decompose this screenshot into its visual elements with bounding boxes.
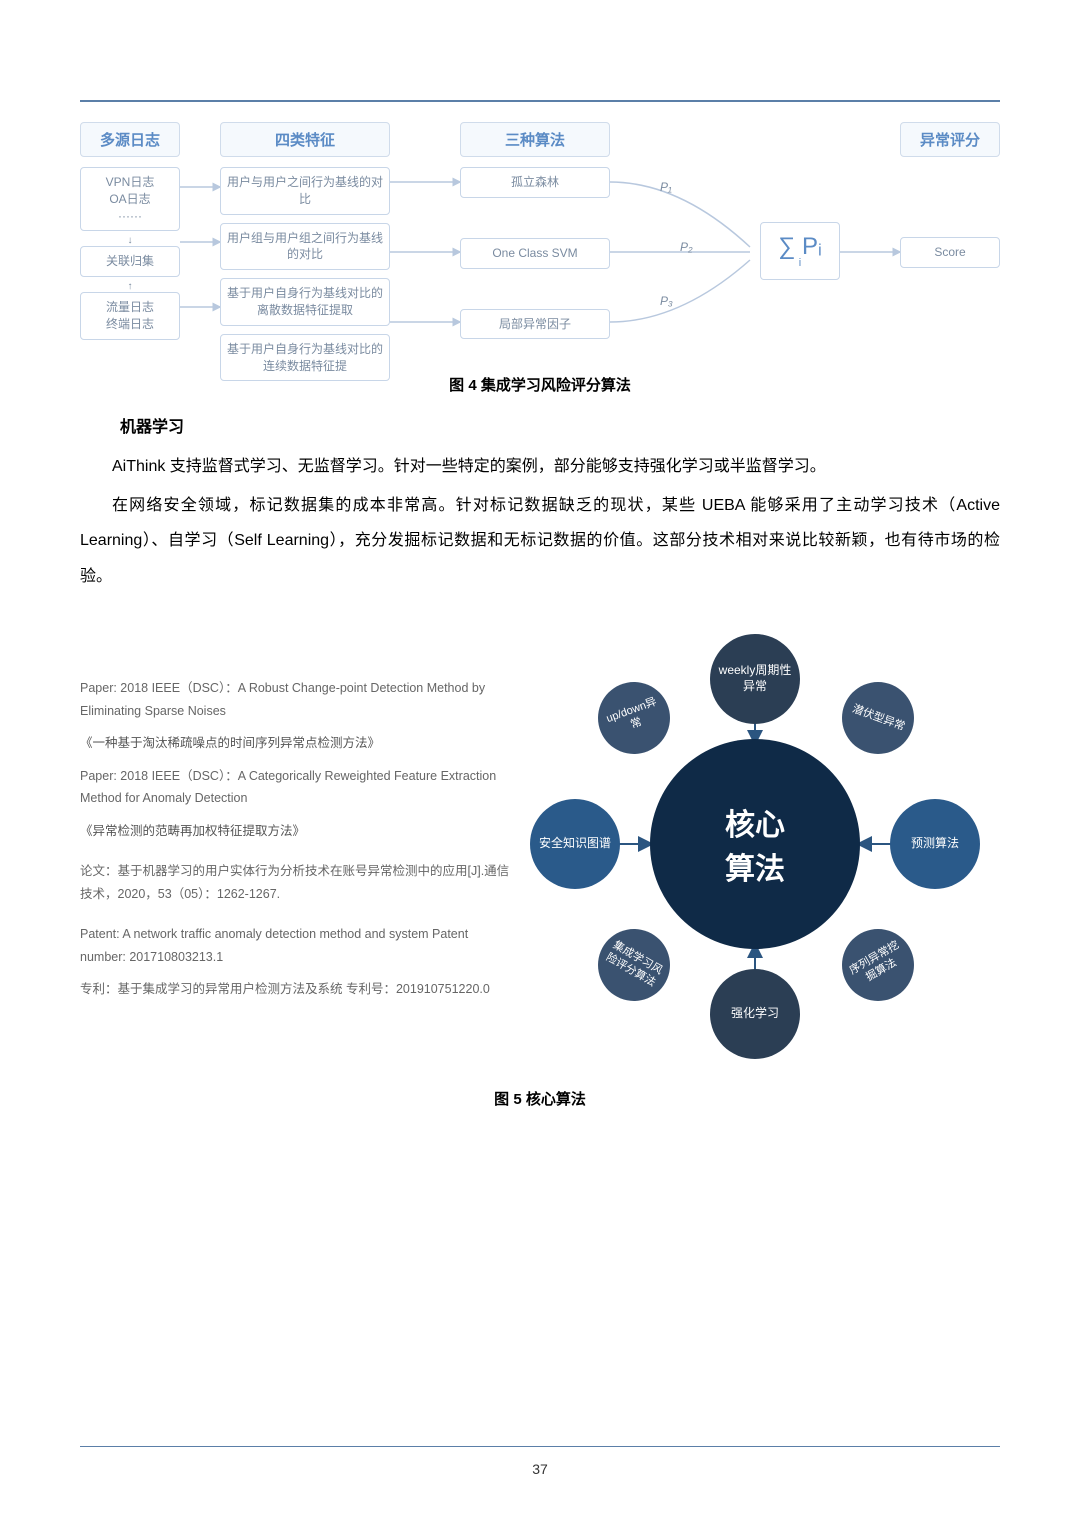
text: 终端日志 [85, 316, 175, 333]
figure5-citations: Paper: 2018 IEEE（DSC）：A Robust Change-po… [80, 677, 510, 1011]
citation: 专利：基于集成学习的异常用户检测方法及系统 专利号：201910751220.0 [80, 978, 510, 1001]
figure4-caption: 图 4 集成学习风险评分算法 [80, 374, 1000, 395]
col-header: 异常评分 [900, 122, 1000, 157]
col-header: 三种算法 [460, 122, 610, 157]
column-sources: 多源日志 VPN日志 OA日志 ······ ↓ 关联归集 ↑ 流量日志 终端日… [80, 122, 180, 348]
text: ······ [85, 208, 175, 225]
col-header: 多源日志 [80, 122, 180, 157]
satellite-top: weekly周期性异常 [710, 634, 800, 724]
page-number: 37 [0, 1461, 1080, 1477]
subheading-ml: 机器学习 [120, 413, 1000, 437]
paragraph: AiThink 支持监督式学习、无监督学习。针对一些特定的案例，部分能够支持强化… [80, 449, 1000, 484]
citation: 《一种基于淘汰稀疏噪点的时间序列异常点检测方法》 [80, 732, 510, 755]
text: 流量日志 [85, 299, 175, 316]
feature-box: 基于用户自身行为基线对比的连续数据特征提 [220, 334, 390, 382]
feature-box: 用户组与用户组之间行为基线的对比 [220, 223, 390, 271]
arrow-down-icon: ↓ [80, 235, 180, 246]
center-text: 算法 [725, 844, 785, 888]
satellite-tr: 潜伏型异常 [842, 682, 914, 754]
citation: Paper: 2018 IEEE（DSC）：A Categorically Re… [80, 765, 510, 810]
algo-box: 局部异常因子 [460, 309, 610, 340]
citation: 《异常检测的范畴再加权特征提取方法》 [80, 820, 510, 843]
arrow-up-icon: ↑ [80, 281, 180, 292]
col-header: 四类特征 [220, 122, 390, 157]
figure5: Paper: 2018 IEEE（DSC）：A Robust Change-po… [80, 624, 1000, 1064]
score-box: Score [900, 237, 1000, 268]
satellite-right: 预测算法 [890, 799, 980, 889]
bottom-rule [80, 1446, 1000, 1447]
satellite-bottom: 强化学习 [710, 969, 800, 1059]
citation: Patent: A network traffic anomaly detect… [80, 923, 510, 968]
sigma-box: ∑ Pᵢ i [760, 222, 840, 280]
column-algorithms: 三种算法 孤立森林 One Class SVM 局部异常因子 [460, 122, 610, 347]
figure5-caption: 图 5 核心算法 [80, 1088, 1000, 1109]
box-logs: VPN日志 OA日志 ······ [80, 167, 180, 231]
satellite-tl: up/down异常 [598, 682, 670, 754]
center-text: 核心 [725, 800, 785, 844]
feature-box: 基于用户自身行为基线对比的离散数据特征提取 [220, 278, 390, 326]
box-aggregate: 关联归集 [80, 246, 180, 277]
satellite-left: 安全知识图谱 [530, 799, 620, 889]
column-score: 异常评分 Score [900, 122, 1000, 276]
satellite-br: 序列异常挖掘算法 [842, 929, 914, 1001]
sigma-expr: ∑ Pᵢ [778, 233, 822, 260]
text: VPN日志 [85, 174, 175, 191]
figure5-radial-diagram: 核心 算法 weekly周期性异常 up/down异常 潜伏型异常安全知识图谱 预测算… [530, 624, 980, 1064]
citation: 论文：基于机器学习的用户实体行为分析技术在账号异常检测中的应用[J].通信技术，… [80, 860, 510, 905]
satellite-bl: 集成学习风险评分算法 [598, 929, 670, 1001]
center-circle: 核心 算法 [650, 739, 860, 949]
p2-label: P₂ [680, 240, 693, 254]
algo-box: One Class SVM [460, 238, 610, 269]
citation: Paper: 2018 IEEE（DSC）：A Robust Change-po… [80, 677, 510, 722]
feature-box: 用户与用户之间行为基线的对比 [220, 167, 390, 215]
top-rule [80, 100, 1000, 102]
column-features: 四类特征 用户与用户之间行为基线的对比 用户组与用户组之间行为基线的对比 基于用… [220, 122, 390, 389]
p1-label: P₁ [660, 180, 672, 194]
p3-label: P₃ [660, 294, 673, 308]
algo-box: 孤立森林 [460, 167, 610, 198]
page: 多源日志 VPN日志 OA日志 ······ ↓ 关联归集 ↑ 流量日志 终端日… [0, 0, 1080, 1527]
diagram-ensemble-scoring: 多源日志 VPN日志 OA日志 ······ ↓ 关联归集 ↑ 流量日志 终端日… [80, 122, 1000, 362]
text: OA日志 [85, 191, 175, 208]
paragraph: 在网络安全领域，标记数据集的成本非常高。针对标记数据缺乏的现状，某些 UEBA … [80, 488, 1000, 594]
box-traffic-logs: 流量日志 终端日志 [80, 292, 180, 340]
